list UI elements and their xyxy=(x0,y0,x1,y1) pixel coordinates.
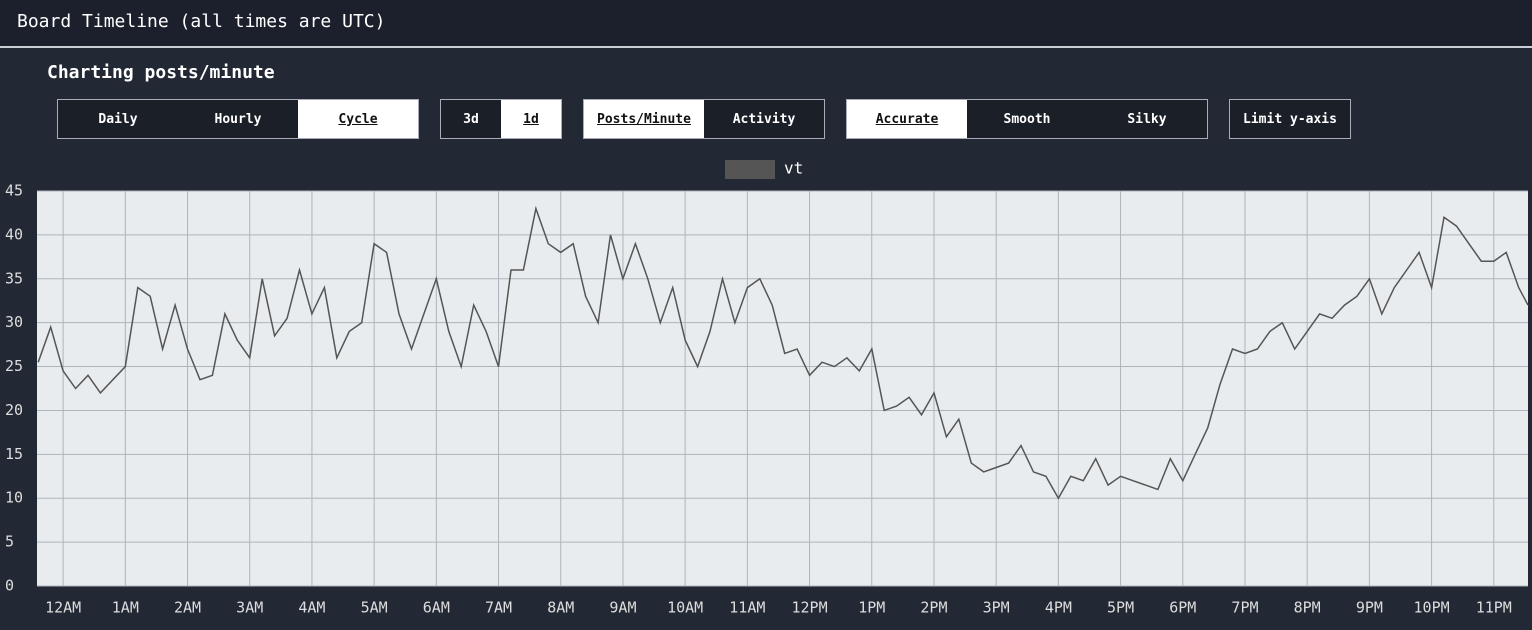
button-group: Limit y-axis xyxy=(1229,99,1351,139)
toggle-button[interactable]: Cycle xyxy=(298,100,418,138)
x-tick-label: 12PM xyxy=(791,599,827,617)
toggle-button[interactable]: Limit y-axis xyxy=(1243,111,1337,127)
x-tick-label: 10PM xyxy=(1414,599,1450,617)
button-group: Posts/Minute Activity xyxy=(583,99,825,139)
x-tick-label: 5PM xyxy=(1107,599,1134,617)
y-tick-label: 5 xyxy=(5,533,14,551)
x-tick-label: 9PM xyxy=(1356,599,1383,617)
header: Board Timeline (all times are UTC) xyxy=(0,0,1532,48)
y-tick-label: 45 xyxy=(5,182,23,200)
y-tick-label: 40 xyxy=(5,225,23,243)
x-tick-label: 4PM xyxy=(1045,599,1072,617)
toggle-button[interactable]: Posts/Minute xyxy=(584,100,704,138)
subtitle: Charting posts/minute xyxy=(47,62,275,83)
x-tick-label: 1PM xyxy=(858,599,885,617)
toggle-button[interactable]: Accurate xyxy=(847,100,967,138)
x-tick-label: 2AM xyxy=(174,599,201,617)
y-tick-label: 15 xyxy=(5,445,23,463)
series-line xyxy=(37,205,1529,500)
x-tick-label: 5AM xyxy=(361,599,388,617)
y-tick-label: 35 xyxy=(5,269,23,287)
y-tick-label: 30 xyxy=(5,313,23,331)
y-tick-label: 20 xyxy=(5,401,23,419)
button-group: Accurate Smooth Silky xyxy=(846,99,1208,139)
chart: 0 5 10 15 20 25 30 35 40 45 12AM 1AM 2AM 3AM 4AM 5AM 6AM… xyxy=(5,159,1529,617)
toggle-button[interactable]: Activity xyxy=(732,111,796,127)
plot-area xyxy=(37,191,1528,586)
x-tick-label: 6AM xyxy=(423,599,450,617)
x-tick-label: 3PM xyxy=(983,599,1010,617)
toggle-button[interactable]: 3d xyxy=(463,111,479,127)
x-tick-label: 4AM xyxy=(298,599,325,617)
x-tick-label: 1AM xyxy=(112,599,139,617)
y-tick-label: 10 xyxy=(5,489,23,507)
x-tick-label: 11AM xyxy=(729,599,765,617)
legend-label: vt xyxy=(784,159,803,178)
button-group: 3d 1d xyxy=(440,99,562,139)
toggle-button[interactable]: 1d xyxy=(501,100,561,138)
x-tick-label: 7AM xyxy=(485,599,512,617)
x-tick-label: 10AM xyxy=(667,599,703,617)
x-tick-label: 2PM xyxy=(920,599,947,617)
toggle-button[interactable]: Hourly xyxy=(214,111,262,127)
y-tick-label: 25 xyxy=(5,357,23,375)
x-tick-label: 7PM xyxy=(1231,599,1258,617)
x-tick-label: 8AM xyxy=(547,599,574,617)
button-group: Daily Hourly Cycle xyxy=(57,99,419,139)
toggle-button[interactable]: Silky xyxy=(1127,111,1167,127)
toggle-button[interactable]: Smooth xyxy=(1003,111,1051,127)
header-title: Board Timeline (all times are UTC) xyxy=(17,11,386,32)
x-tick-label: 6PM xyxy=(1169,599,1196,617)
x-tick-label: 11PM xyxy=(1476,599,1512,617)
x-tick-label: 8PM xyxy=(1294,599,1321,617)
toggle-button[interactable]: Daily xyxy=(98,111,138,127)
legend-swatch xyxy=(725,160,775,179)
x-tick-label: 3AM xyxy=(236,599,263,617)
controls: Daily Hourly Cycle 3d 1d Posts/Minute Activity… xyxy=(57,99,1351,139)
x-tick-label: 12AM xyxy=(45,599,81,617)
y-tick-label: 0 xyxy=(5,577,14,595)
x-tick-label: 9AM xyxy=(609,599,636,617)
